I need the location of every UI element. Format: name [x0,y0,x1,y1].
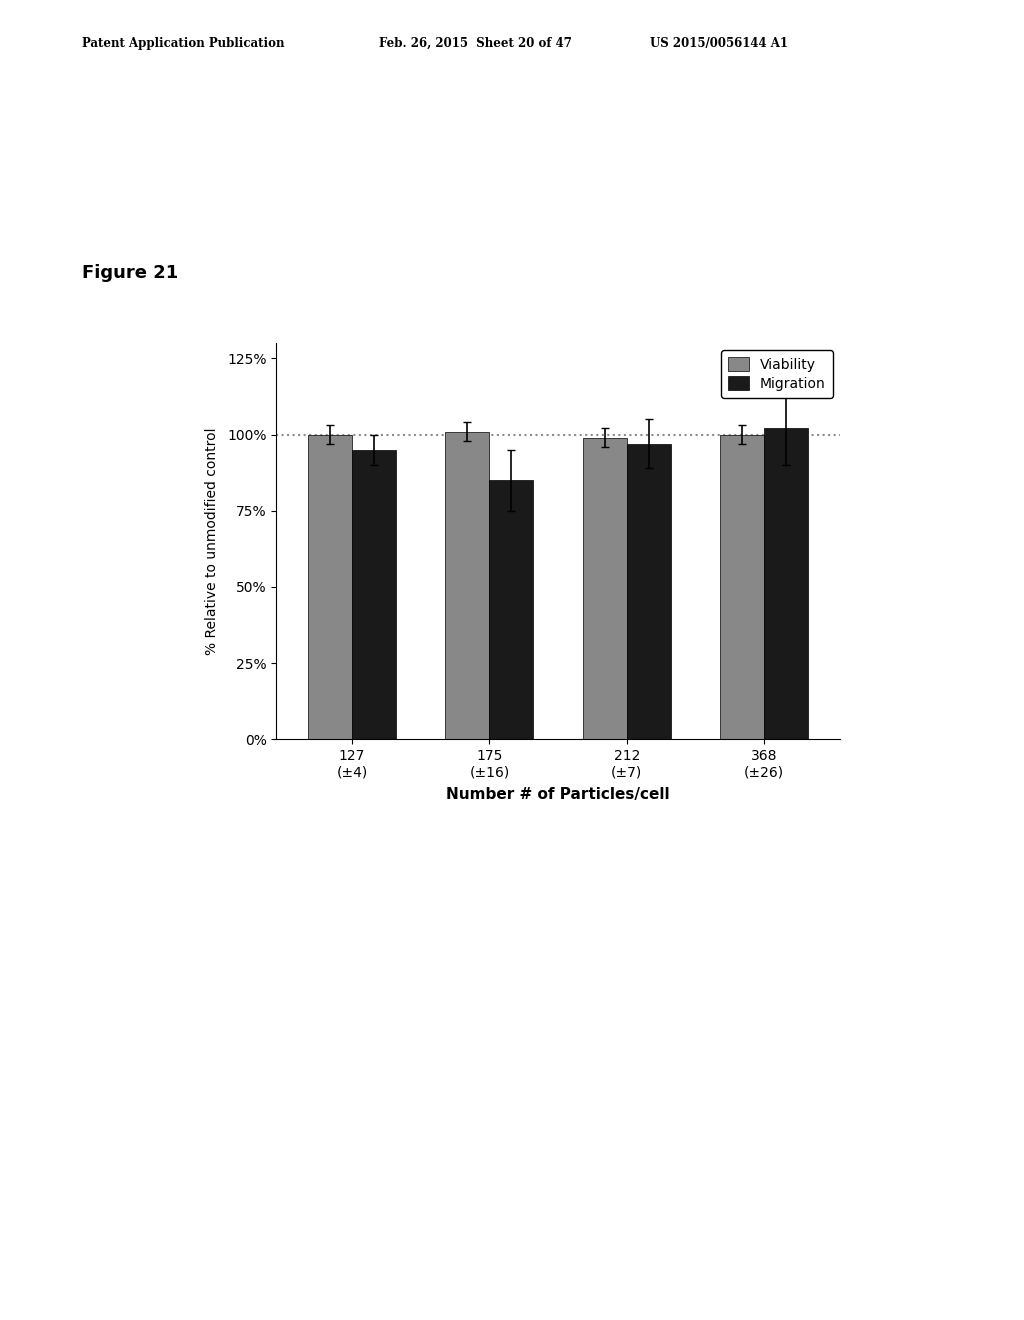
Bar [627,444,671,739]
Bar [308,434,352,739]
Text: Feb. 26, 2015  Sheet 20 of 47: Feb. 26, 2015 Sheet 20 of 47 [379,37,571,50]
Bar [583,438,627,739]
Text: Patent Application Publication: Patent Application Publication [82,37,285,50]
Legend: Viability, Migration: Viability, Migration [721,350,833,397]
Bar [720,434,764,739]
Bar [352,450,396,739]
Bar [445,432,489,739]
Bar [489,480,534,739]
Text: Figure 21: Figure 21 [82,264,178,282]
Bar [764,429,808,739]
X-axis label: Number # of Particles/cell: Number # of Particles/cell [446,788,670,803]
Y-axis label: % Relative to unmodified control: % Relative to unmodified control [205,428,219,655]
Text: US 2015/0056144 A1: US 2015/0056144 A1 [650,37,788,50]
